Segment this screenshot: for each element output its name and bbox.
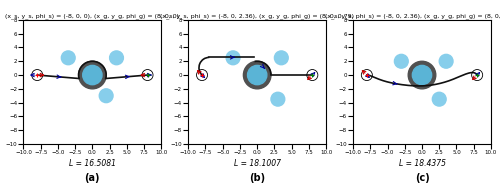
Circle shape bbox=[110, 51, 124, 65]
Text: L = 18.4375: L = 18.4375 bbox=[398, 159, 446, 168]
Text: (a): (a) bbox=[84, 173, 100, 183]
Circle shape bbox=[394, 54, 408, 68]
Circle shape bbox=[100, 89, 113, 103]
Circle shape bbox=[412, 65, 432, 85]
Circle shape bbox=[415, 72, 429, 85]
Text: L = 18.1007: L = 18.1007 bbox=[234, 159, 280, 168]
Circle shape bbox=[432, 92, 446, 106]
Title: (x_s, y_s, phi_s) = (-8, 0, 2.36), (x_g, y_g, phi_g) = (8, 0, 0.79): (x_s, y_s, phi_s) = (-8, 0, 2.36), (x_g,… bbox=[325, 13, 500, 19]
Title: (x_s, y_s, phi_s) = (-8, 0, 2.36), (x_g, y_g, phi_g) = (8, 0, 0.79): (x_s, y_s, phi_s) = (-8, 0, 2.36), (x_g,… bbox=[160, 13, 354, 19]
Text: (b): (b) bbox=[249, 173, 266, 183]
Title: (x_s, y_s, phi_s) = (-8, 0, 0), (x_g, y_g, phi_g) = (8, 0, 0): (x_s, y_s, phi_s) = (-8, 0, 0), (x_g, y_… bbox=[6, 13, 180, 19]
Circle shape bbox=[244, 61, 271, 89]
Circle shape bbox=[274, 51, 288, 65]
Circle shape bbox=[78, 61, 106, 89]
Circle shape bbox=[408, 61, 436, 89]
Circle shape bbox=[82, 65, 102, 85]
Circle shape bbox=[226, 51, 240, 65]
Circle shape bbox=[62, 51, 75, 65]
Circle shape bbox=[439, 54, 453, 68]
Circle shape bbox=[248, 65, 267, 85]
Text: L = 16.5081: L = 16.5081 bbox=[69, 159, 116, 168]
Text: (c): (c) bbox=[414, 173, 430, 183]
Circle shape bbox=[271, 92, 285, 106]
